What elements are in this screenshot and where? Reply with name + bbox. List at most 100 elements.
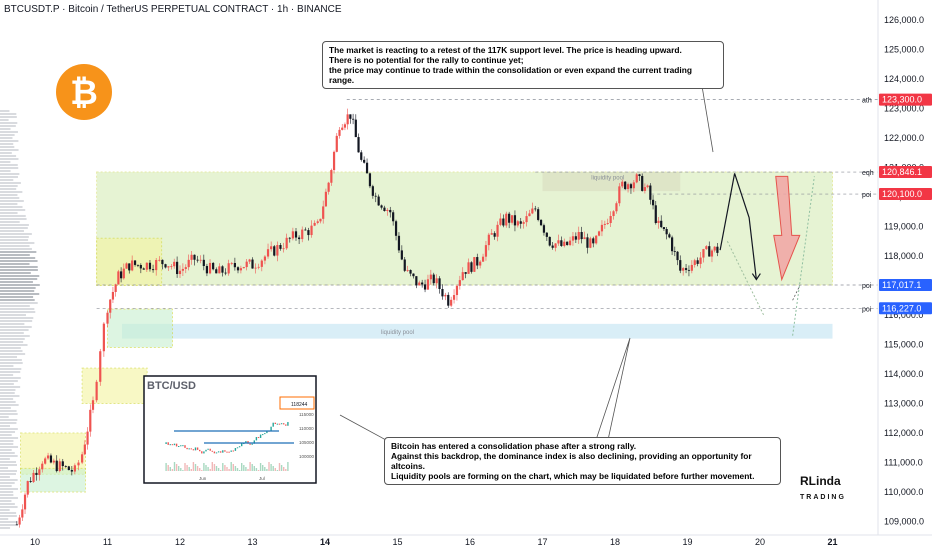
volume-bar [0,491,14,493]
volume-bar [0,314,26,316]
inset-volume [201,470,203,471]
candle [629,184,633,189]
alt-small-arrow [792,285,801,301]
candle [435,278,438,284]
inset-candle [203,451,205,454]
volume-bar [0,404,19,406]
candle [26,481,29,495]
chart-extras: ₿ BTC/USD 118244 115000 110000 105000 100000 Ju… [56,64,714,484]
volume-bar [0,152,12,154]
volume-bar [0,263,30,265]
zone-box [81,367,148,405]
candle [403,259,406,271]
candle [86,431,89,445]
volume-bar [0,311,36,313]
candle [242,267,245,269]
candle [493,233,496,237]
candle [470,262,473,272]
candle [662,227,666,230]
inset-candle [272,422,274,427]
candle [641,175,644,191]
inset-candle [224,450,226,452]
candle [357,137,360,153]
price-tag [879,188,932,201]
candle [164,264,167,268]
candle [161,259,164,265]
candle [473,257,476,272]
volume-bar [0,266,38,268]
candle [15,524,18,526]
candle [632,182,635,189]
candle [35,472,38,475]
price-tag-text: 120,100.0 [882,189,922,199]
inset-candle [190,448,192,450]
candle [426,279,430,290]
volume-bar [0,389,16,391]
candle [81,454,84,463]
inset-candle [264,433,266,435]
candle [708,246,711,257]
bitcoin-logo-icon [56,64,112,120]
volume-bar [0,410,17,412]
volume-bar [0,476,10,478]
inset-candle [253,440,255,444]
time-axis[interactable]: 10 11 12 13 14 15 16 17 18 19 20 21 [0,534,932,547]
candle [205,266,209,274]
candle [649,185,652,200]
candle [668,234,671,238]
candle [270,246,273,250]
candle [505,213,508,226]
callout-bottom: Bitcoin has entered a consolidation phas… [384,437,781,485]
volume-bar [0,416,9,418]
candle [643,187,647,191]
inset-candle [276,423,279,425]
zone-liquidity_pool [542,172,681,192]
candle [67,466,70,471]
candle [531,208,534,214]
volume-bar [0,218,27,220]
time-tick: 11 [103,537,112,547]
candle [713,246,716,251]
inset-volume [196,466,199,471]
inset-volume [217,468,220,471]
price-tick: 110,000.0 [884,487,923,497]
inset-y-tick: 105000 [299,440,315,445]
inset-candle [186,447,188,450]
brand-sub: TRADING [800,494,846,501]
volume-bar [0,512,17,514]
inset-candle [245,441,247,444]
inset-volume [211,462,213,471]
inset-candle [211,450,213,452]
price-axis[interactable]: 126,000.0 125,000.0 124,000.0 123,000.0 122,… [877,0,924,535]
inset-volume [203,463,205,471]
volume-bar [0,470,17,472]
inset-volume [234,466,237,471]
volume-bar [0,521,18,523]
time-tick: 19 [682,537,692,547]
candle [307,230,310,236]
inset-volume [236,468,239,471]
volume-bar [0,290,35,292]
volume-bar [0,509,10,511]
candle [23,494,27,510]
candle [349,114,352,119]
volume-bar [0,182,21,184]
price-tick: 126,000.0 [884,15,924,25]
candle [429,274,432,280]
candle [32,472,35,482]
volume-bar [0,140,19,142]
volume-bar [0,164,18,166]
candle [332,151,336,171]
candle [479,261,482,266]
inset-volume [171,469,174,471]
candle [260,260,263,267]
volume-bar [0,377,21,379]
candle [699,257,702,264]
volume-bar [0,437,19,439]
volume-bar [0,482,15,484]
candle [481,256,485,262]
inset-candle [285,424,287,426]
callout-top: The market is reacting to a retest of th… [322,41,724,89]
volume-bar [0,488,18,490]
